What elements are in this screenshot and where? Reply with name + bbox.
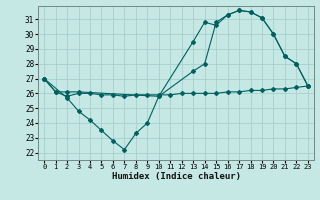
X-axis label: Humidex (Indice chaleur): Humidex (Indice chaleur) (111, 172, 241, 181)
